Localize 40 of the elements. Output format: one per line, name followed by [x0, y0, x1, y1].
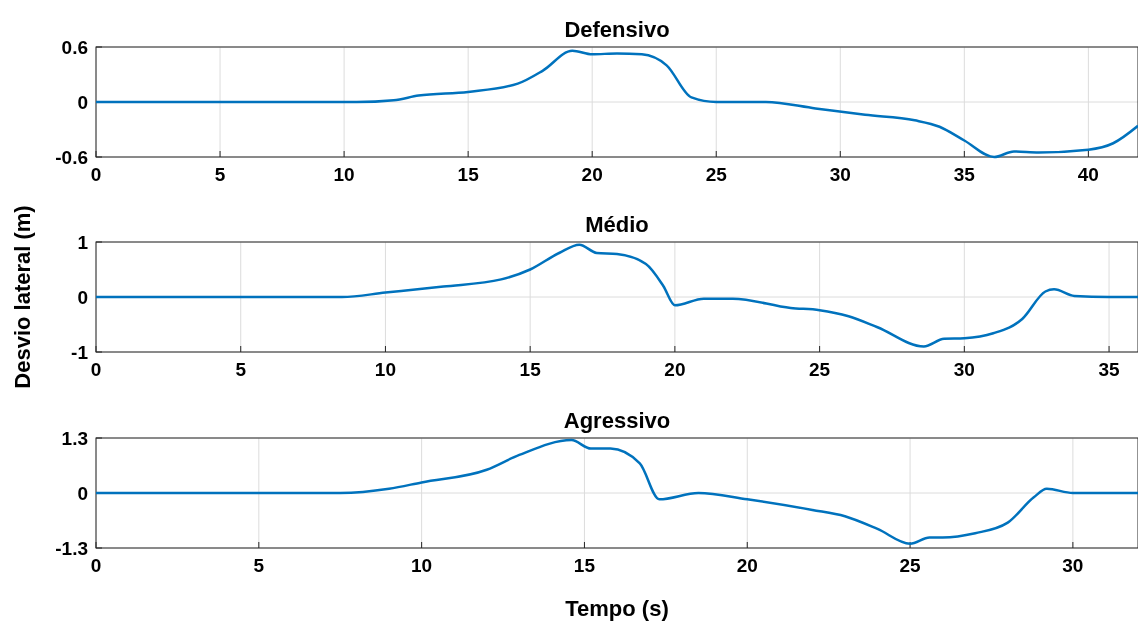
y-tick-label: 0.6 [61, 36, 88, 58]
x-tick-label: 35 [1098, 359, 1121, 380]
x-tick-label: 5 [214, 164, 226, 185]
x-tick-label: 15 [457, 164, 480, 185]
x-tick-label: 30 [1062, 555, 1084, 576]
x-tick-label: 10 [374, 359, 397, 380]
x-tick-label: 10 [411, 555, 433, 576]
x-tick-label: 0 [90, 164, 102, 185]
x-tick-label: 5 [235, 359, 247, 380]
x-tick-label: 0 [90, 359, 102, 380]
y-tick-label: -0.6 [55, 146, 88, 168]
y-tick-label: -1 [71, 341, 89, 363]
y-axis-title: Desvio lateral (m) [10, 205, 35, 389]
y-tick-label: 1.3 [61, 427, 88, 449]
y-tick-label: 0 [77, 482, 88, 504]
y-tick-label: 1 [77, 231, 89, 253]
x-tick-label: 25 [899, 555, 922, 576]
chart-title: Defensivo [564, 17, 670, 42]
line-series [96, 49, 1138, 159]
x-tick-label: 25 [809, 359, 831, 380]
x-tick-label: 5 [253, 555, 265, 576]
chart-title: Médio [585, 212, 649, 237]
x-tick-label: 20 [664, 359, 686, 380]
x-tick-label: 15 [573, 555, 596, 576]
y-tick-label: -1.3 [55, 537, 88, 559]
x-tick-label: 30 [953, 359, 975, 380]
x-tick-label: 25 [705, 164, 728, 185]
x-tick-label: 20 [736, 555, 758, 576]
x-tick-label: 10 [333, 164, 355, 185]
y-tick-label: 0 [77, 91, 88, 113]
x-tick-label: 15 [519, 359, 542, 380]
x-tick-label: 20 [581, 164, 603, 185]
chart-title: Agressivo [563, 408, 671, 433]
y-tick-label: 0 [77, 286, 88, 308]
x-tick-label: 30 [829, 164, 851, 185]
x-tick-label: 0 [90, 555, 102, 576]
x-axis-title: Tempo (s) [565, 596, 669, 621]
x-tick-label: 40 [1077, 164, 1099, 185]
line-series [96, 438, 1138, 546]
x-tick-label: 35 [953, 164, 976, 185]
